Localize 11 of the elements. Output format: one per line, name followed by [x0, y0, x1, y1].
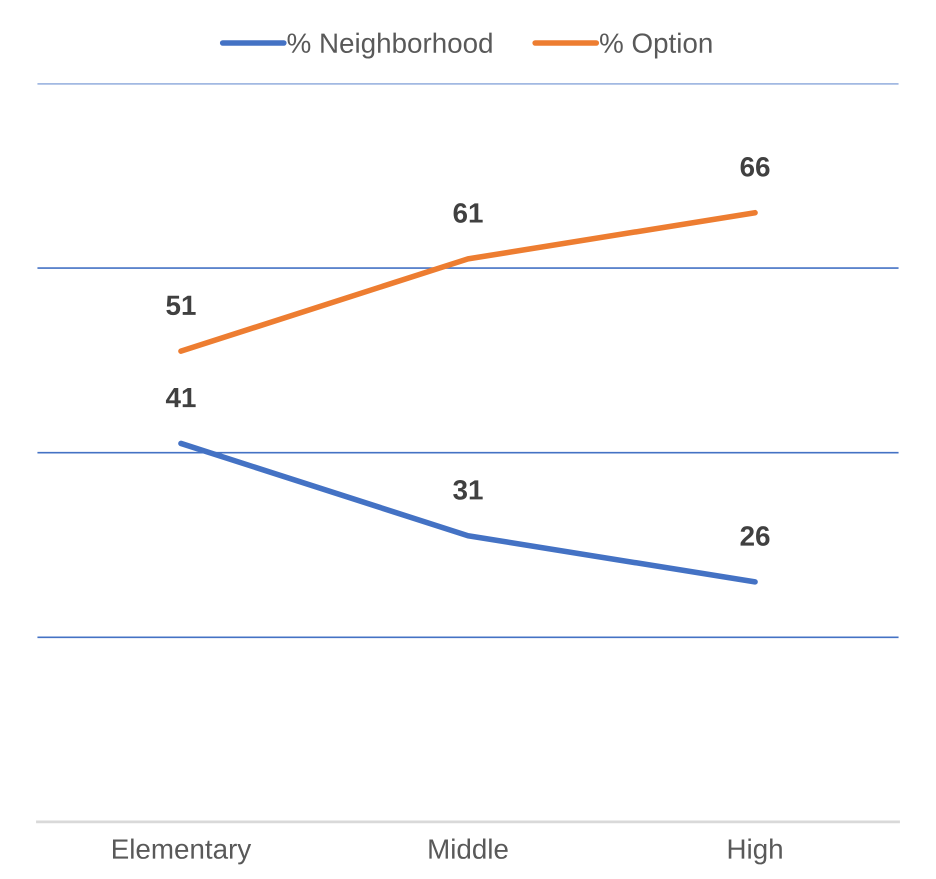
data-label: 41	[166, 388, 196, 408]
x-tick-label: Elementary	[113, 838, 252, 864]
legend-label: % Option	[600, 32, 712, 59]
legend-label: % Neighborhood	[288, 32, 492, 59]
data-label: 26	[740, 526, 770, 546]
data-label: 61	[454, 203, 483, 223]
x-tick-label: Middle	[429, 838, 508, 859]
data-label: 66	[740, 157, 770, 177]
x-tick-label: High	[728, 838, 782, 864]
data-label: 31	[453, 480, 483, 500]
data-label: 51	[166, 296, 196, 316]
